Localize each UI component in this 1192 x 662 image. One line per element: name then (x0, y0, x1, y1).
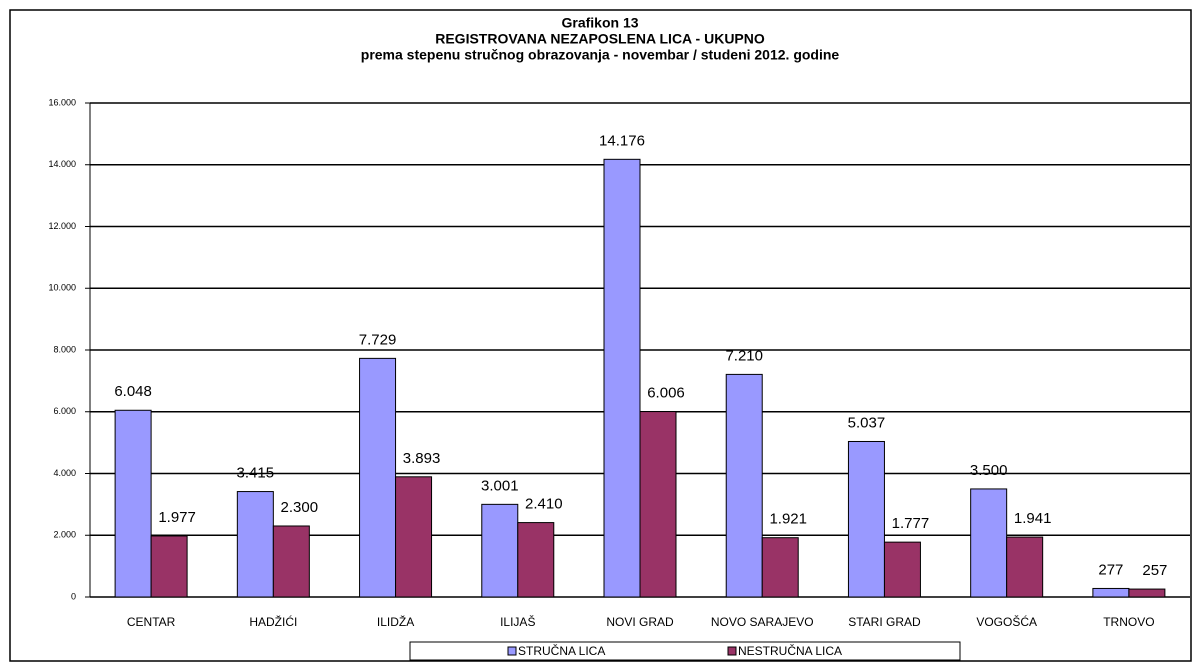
data-label: 14.176 (599, 132, 645, 149)
data-label: 2.300 (281, 499, 319, 516)
bar (603, 158, 641, 598)
bar (970, 488, 1008, 598)
x-tick-label: CENTAR (127, 615, 176, 629)
legend-swatch (507, 646, 517, 656)
y-tick-label: 2.000 (53, 530, 76, 540)
bar (272, 525, 310, 598)
legend-label: STRUČNA LICA (518, 643, 605, 658)
bar (1092, 587, 1130, 598)
data-label: 3.001 (481, 477, 519, 494)
bar (236, 491, 274, 598)
data-label: 1.777 (892, 515, 930, 532)
bar (883, 541, 921, 598)
bar (114, 409, 152, 598)
data-label: 6.048 (114, 383, 152, 400)
data-label: 2.410 (525, 496, 563, 513)
y-tick-label: 6.000 (53, 406, 76, 416)
chart-title: Grafikon 13 (561, 15, 638, 31)
x-tick-label: ILIJAŠ (500, 614, 535, 629)
data-label: 1.921 (769, 511, 807, 528)
x-tick-label: ILIDŽA (377, 614, 414, 629)
bar (1128, 588, 1166, 598)
x-tick-label: NOVO SARAJEVO (711, 615, 814, 629)
y-tick-label: 14.000 (48, 159, 76, 169)
x-tick-label: STARI GRAD (848, 615, 921, 629)
data-label: 3.500 (970, 462, 1008, 479)
x-tick-label: TRNOVO (1103, 615, 1154, 629)
data-label: 7.210 (725, 347, 763, 364)
y-tick-label: 4.000 (53, 468, 76, 478)
bar (359, 357, 397, 598)
chart-title: REGISTROVANA NEZAPOSLENA LICA - UKUPNO (435, 31, 765, 47)
legend-swatch (727, 646, 737, 656)
data-label: 3.893 (403, 450, 441, 467)
data-label: 257 (1142, 562, 1167, 579)
y-tick-label: 10.000 (48, 283, 76, 293)
bar (395, 476, 433, 598)
bar (639, 411, 677, 598)
y-tick-label: 8.000 (53, 344, 76, 354)
data-label: 5.037 (848, 414, 886, 431)
x-tick-label: HADŽIĆI (249, 614, 297, 629)
y-tick-label: 12.000 (48, 221, 76, 231)
chart-title: prema stepenu stručnog obrazovanja - nov… (361, 47, 840, 63)
legend-label: NESTRUČNA LICA (738, 643, 842, 658)
bar (481, 503, 519, 598)
y-tick-label: 0 (71, 591, 76, 601)
data-label: 6.006 (647, 385, 685, 402)
bar (517, 522, 555, 598)
y-tick-label: 16.000 (48, 97, 76, 107)
data-label: 7.729 (359, 331, 397, 348)
x-tick-label: NOVI GRAD (606, 615, 674, 629)
x-tick-label: VOGOŠĆA (976, 614, 1037, 629)
bar (847, 440, 885, 598)
bar (1006, 536, 1044, 598)
data-label: 1.977 (158, 509, 196, 526)
bar (150, 535, 188, 598)
legend-box (409, 641, 961, 661)
data-label: 1.941 (1014, 510, 1052, 527)
data-label: 3.415 (237, 465, 275, 482)
data-label: 277 (1098, 561, 1123, 578)
bar (761, 537, 799, 598)
bar (725, 373, 763, 598)
